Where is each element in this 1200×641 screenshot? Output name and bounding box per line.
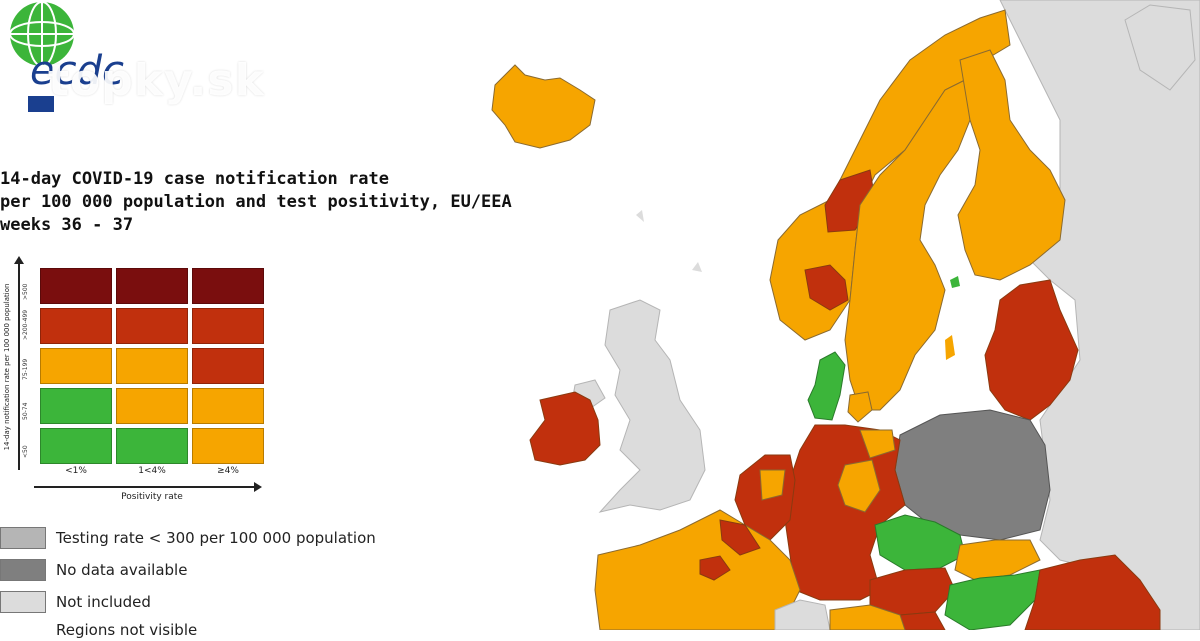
region-finland xyxy=(957,49,1066,281)
legend-label: No data available xyxy=(56,561,188,579)
matrix-y-tick: <50 xyxy=(22,445,29,458)
region-shetland xyxy=(636,210,702,272)
region-aland xyxy=(950,276,960,288)
region-russia-north xyxy=(1124,4,1196,91)
matrix-x-axis-label: Positivity rate xyxy=(121,492,183,502)
legend-swatch xyxy=(0,527,46,549)
legend-swatch xyxy=(0,559,46,581)
topky-watermark: topky.sk xyxy=(48,55,265,106)
region-slovenia xyxy=(899,611,946,630)
matrix-cell xyxy=(40,428,112,464)
region-slovakia xyxy=(954,539,1041,581)
matrix-cell xyxy=(192,268,264,304)
matrix-y-arrow xyxy=(14,256,24,470)
matrix-y-axis-label-wrap: 14-day notification rate per 100 000 pop… xyxy=(0,262,14,472)
matrix-y-axis-label: 14-day notification rate per 100 000 pop… xyxy=(3,283,11,451)
legend-swatch xyxy=(0,591,46,613)
legend-item-testing-rate: Testing rate < 300 per 100 000 populatio… xyxy=(0,527,376,549)
matrix-x-tick: <1% xyxy=(65,466,87,476)
matrix-x-tick: 1<4% xyxy=(138,466,166,476)
title-line-1: 14-day COVID-19 case notification rate xyxy=(0,169,389,189)
region-sweden xyxy=(844,79,971,411)
region-benelux-orange xyxy=(759,469,786,501)
matrix-x-tick: ≥4% xyxy=(217,466,239,476)
matrix-y-tick: 50-74 xyxy=(22,402,29,420)
matrix-cell xyxy=(40,348,112,384)
region-gotland xyxy=(945,335,955,360)
matrix-cell xyxy=(116,388,188,424)
legend-label: Regions not visible xyxy=(56,621,198,639)
matrix-cell xyxy=(192,308,264,344)
region-hungary xyxy=(944,569,1041,630)
rate-positivity-matrix xyxy=(40,268,264,464)
matrix-cell xyxy=(192,388,264,424)
matrix-y-tick: 75-199 xyxy=(22,358,29,380)
matrix-y-tick: >500 xyxy=(22,283,29,300)
ecdc-logo: ecdc xyxy=(0,0,230,120)
region-denmark xyxy=(807,351,846,421)
matrix-y-tick: >200-499 xyxy=(22,309,29,340)
legend-label: Testing rate < 300 per 100 000 populatio… xyxy=(56,529,376,547)
matrix-cell xyxy=(116,308,188,344)
title-line-2: per 100 000 population and test positivi… xyxy=(0,192,512,212)
matrix-cell xyxy=(116,348,188,384)
region-denmark-islands xyxy=(847,391,873,423)
region-north-italy xyxy=(829,604,906,630)
region-russia-belarus-ukraine xyxy=(999,0,1200,630)
legend-item-regions-not-visible: Regions not visible xyxy=(0,619,197,641)
region-baltics xyxy=(984,279,1079,421)
matrix-cell xyxy=(116,428,188,464)
region-germany-orange-2 xyxy=(859,429,896,459)
region-romania xyxy=(1024,554,1161,630)
region-switzerland xyxy=(774,599,831,630)
matrix-x-arrow xyxy=(34,482,262,492)
ecdc-logo-text: ecdc xyxy=(30,48,124,94)
region-norway-red-2 xyxy=(804,264,849,311)
region-united-kingdom xyxy=(598,299,706,513)
eu-flag-icon xyxy=(28,96,54,112)
region-ireland xyxy=(529,391,601,466)
matrix-cell xyxy=(192,428,264,464)
legend-swatch xyxy=(0,619,46,641)
region-austria xyxy=(869,567,956,616)
region-france-red xyxy=(699,555,731,581)
region-germany xyxy=(784,424,906,601)
globe-icon xyxy=(9,1,75,67)
region-iceland xyxy=(491,64,596,149)
title-line-3: weeks 36 - 37 xyxy=(0,215,134,235)
matrix-cell xyxy=(116,268,188,304)
legend-item-not-included: Not included xyxy=(0,591,151,613)
matrix-cell xyxy=(192,348,264,384)
region-germany-orange xyxy=(837,459,881,513)
legend-item-no-data: No data available xyxy=(0,559,187,581)
matrix-cell xyxy=(40,308,112,344)
map-title: 14-day COVID-19 case notification rate p… xyxy=(0,168,512,237)
matrix-cell xyxy=(40,268,112,304)
region-france-red-2 xyxy=(719,519,761,556)
matrix-cell xyxy=(40,388,112,424)
legend-label: Not included xyxy=(56,593,151,611)
